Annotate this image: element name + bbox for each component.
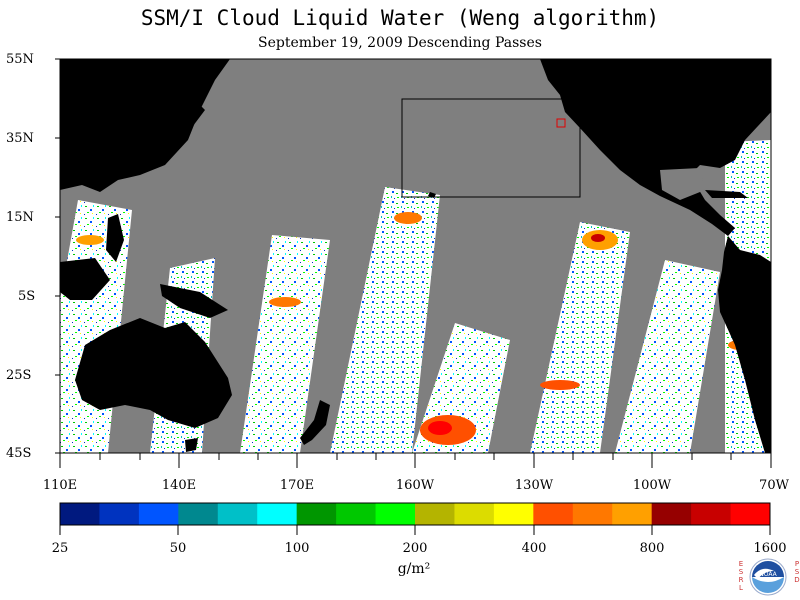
north-america bbox=[540, 59, 771, 236]
japan bbox=[162, 100, 205, 140]
colorbar-label-25: 25 bbox=[51, 541, 69, 556]
colorbar-segment bbox=[493, 503, 534, 525]
new-zealand bbox=[300, 400, 330, 445]
colorbar-label-800: 800 bbox=[639, 541, 665, 556]
colorbar-label-200: 200 bbox=[402, 541, 428, 556]
colorbar-segment bbox=[533, 503, 574, 525]
lon-label-70w: 70W bbox=[759, 478, 789, 493]
highlight-box bbox=[556, 118, 566, 128]
lat-label-35n: 35N bbox=[6, 131, 34, 146]
colorbar-ticks bbox=[59, 525, 771, 535]
lon-label-160w: 160W bbox=[395, 478, 435, 493]
south-america bbox=[718, 236, 771, 453]
rain-cell bbox=[269, 297, 301, 307]
swath-6 bbox=[530, 222, 630, 453]
colorbar-label-50: 50 bbox=[169, 541, 187, 556]
colorbar-segment bbox=[730, 503, 771, 525]
colorbar-segment bbox=[60, 503, 100, 525]
lon-label-170e: 170E bbox=[279, 478, 315, 493]
colorbar bbox=[60, 503, 771, 525]
new-guinea bbox=[160, 284, 228, 318]
lon-label-140e: 140E bbox=[161, 478, 197, 493]
noaa-logo-text: NOAA bbox=[759, 571, 777, 578]
lat-label-45s: 45S bbox=[6, 446, 32, 461]
lat-label-25s: 25S bbox=[6, 368, 32, 383]
colorbar-segment bbox=[651, 503, 692, 525]
colorbar-segment bbox=[99, 503, 140, 525]
lat-label-5s: 5S bbox=[18, 289, 36, 304]
borneo bbox=[60, 258, 110, 300]
region-box bbox=[401, 98, 581, 198]
lat-ticks bbox=[55, 58, 60, 454]
colorbar-label-400: 400 bbox=[521, 541, 547, 556]
philippines bbox=[106, 214, 124, 262]
gulf-of-mexico bbox=[660, 168, 705, 200]
colorbar-label-100: 100 bbox=[284, 541, 310, 556]
colorbar-label-1600: 1600 bbox=[753, 541, 787, 556]
lon-label-130w: 130W bbox=[514, 478, 554, 493]
swath-7 bbox=[615, 260, 720, 453]
colorbar-segment bbox=[296, 503, 337, 525]
rain-cell bbox=[394, 212, 422, 224]
colorbar-segment bbox=[375, 503, 416, 525]
rain-cell bbox=[76, 235, 104, 245]
swath-4 bbox=[330, 187, 440, 453]
colorbar-units: g/m² bbox=[397, 561, 431, 577]
colorbar-segment bbox=[336, 503, 377, 525]
colorbar-segment bbox=[415, 503, 455, 525]
rain-cell-core bbox=[591, 234, 605, 242]
lon-ticks bbox=[59, 453, 772, 468]
colorbar-segment bbox=[257, 503, 298, 525]
tasmania bbox=[185, 438, 198, 452]
lat-label-55n: 55N bbox=[6, 52, 34, 67]
rain-cell-core bbox=[428, 421, 452, 435]
asia bbox=[60, 59, 230, 192]
cuba bbox=[705, 190, 748, 198]
swath-3 bbox=[240, 235, 330, 453]
colorbar-segment bbox=[217, 503, 258, 525]
colorbar-segment bbox=[454, 503, 495, 525]
map-area bbox=[60, 59, 771, 453]
lon-label-100w: 100W bbox=[632, 478, 672, 493]
map-subtitle: September 19, 2009 Descending Passes bbox=[258, 35, 542, 51]
noaa-logo-icon[interactable]: NOAA bbox=[744, 557, 800, 599]
colorbar-segment bbox=[138, 503, 179, 525]
colorbar-segment bbox=[178, 503, 219, 525]
lon-label-110e: 110E bbox=[42, 478, 78, 493]
australia bbox=[75, 318, 232, 428]
colorbar-segment bbox=[612, 503, 653, 525]
land-masses bbox=[60, 59, 771, 453]
colorbar-segment bbox=[572, 503, 613, 525]
lat-label-15n: 15N bbox=[6, 210, 34, 225]
rain-cell bbox=[540, 380, 580, 390]
colorbar-segment bbox=[691, 503, 732, 525]
map-title: SSM/I Cloud Liquid Water (Weng algorithm… bbox=[140, 6, 660, 30]
